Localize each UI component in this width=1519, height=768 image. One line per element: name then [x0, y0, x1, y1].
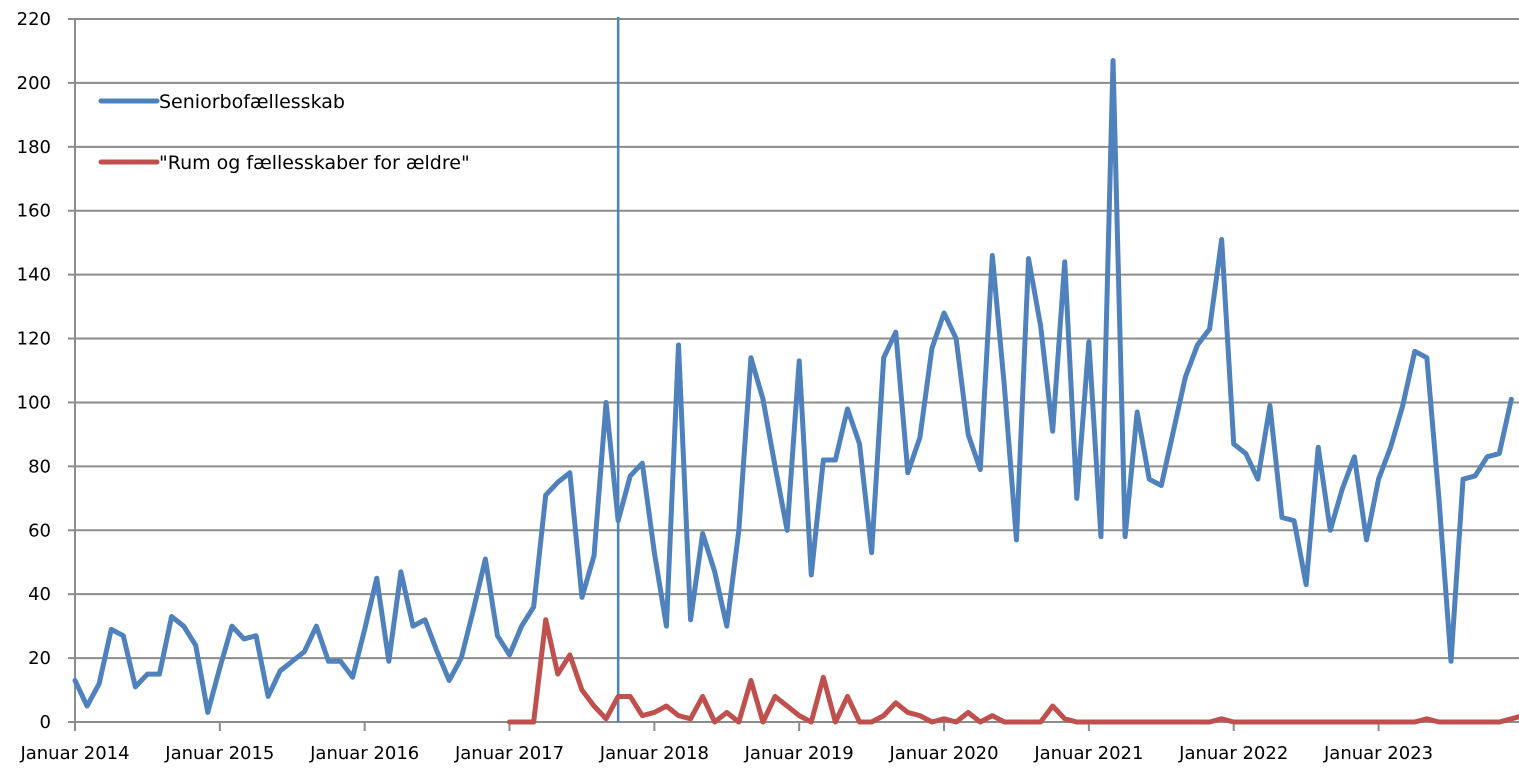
y-tick-label: 20: [28, 648, 51, 669]
legend-label-0: Seniorbofællesskab: [159, 91, 345, 113]
y-tick-label: 60: [28, 520, 51, 541]
y-tick-label: 220: [17, 9, 51, 30]
x-tick-label: Januar 2015: [164, 743, 274, 764]
x-tick-label: Januar 2018: [599, 743, 709, 764]
y-tick-label: 100: [17, 392, 51, 413]
x-tick-label: Januar 2019: [744, 743, 854, 764]
y-tick-label: 80: [28, 456, 51, 477]
y-tick-label: 140: [17, 265, 51, 286]
y-tick-label: 200: [17, 73, 51, 94]
x-tick-label: Januar 2017: [454, 743, 564, 764]
x-axis-tick-labels: Januar 2014 Januar 2015 Januar 2016 Januar …: [19, 743, 1433, 764]
legend-label-1: "Rum og fællesskaber for ældre": [159, 152, 470, 174]
x-tick-label: Januar 2022: [1178, 743, 1288, 764]
legend: Seniorbofællesskab "Rum og fællesskaber f…: [98, 91, 470, 174]
x-tick-label: Januar 2016: [309, 743, 419, 764]
y-tick-label: 120: [17, 329, 51, 350]
y-tick-label: 40: [28, 584, 51, 605]
x-tick-label: Januar 2023: [1323, 743, 1433, 764]
y-tick-label: 0: [40, 712, 51, 733]
series-line-0: [72, 58, 1514, 715]
x-tick-label: Januar 2021: [1033, 743, 1143, 764]
series-lines: [72, 58, 1519, 725]
y-tick-label: 160: [17, 201, 51, 222]
x-tick-label: Januar 2020: [888, 743, 998, 764]
y-tick-label: 180: [17, 137, 51, 158]
axes: [68, 18, 1519, 731]
x-tick-label: Januar 2014: [19, 743, 129, 764]
y-axis-tick-labels: 0 20 40 60 80 100 120 140 160 180 200 220: [17, 9, 51, 733]
series-line-1: [507, 617, 1519, 725]
